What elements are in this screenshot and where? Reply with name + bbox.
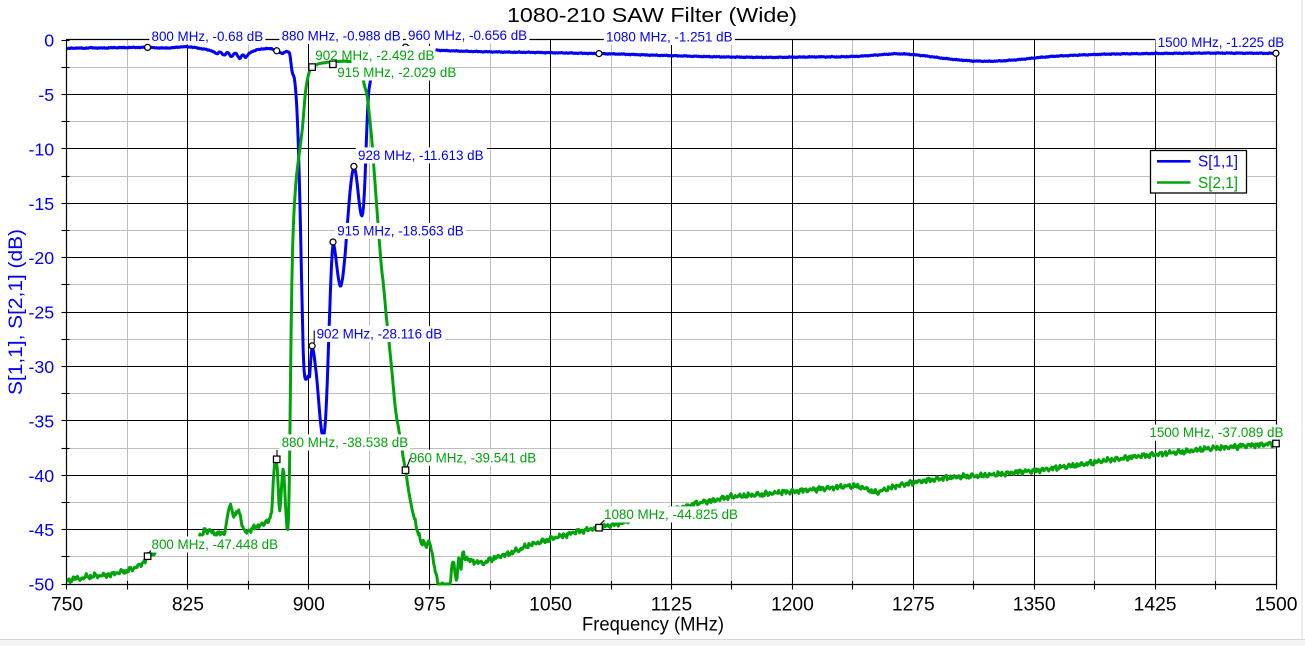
svg-text:1080-210 SAW Filter (Wide): 1080-210 SAW Filter (Wide) — [507, 4, 797, 27]
svg-text:S[1,1], S[2,1] (dB): S[1,1], S[2,1] (dB) — [6, 229, 27, 395]
svg-text:975: 975 — [414, 594, 446, 615]
svg-text:1125: 1125 — [651, 594, 692, 615]
svg-text:825: 825 — [172, 594, 204, 615]
svg-text:-50: -50 — [28, 575, 54, 595]
svg-text:-40: -40 — [28, 466, 54, 486]
svg-text:-25: -25 — [28, 303, 54, 323]
svg-text:S[2,1]: S[2,1] — [1198, 175, 1238, 192]
svg-text:-15: -15 — [28, 194, 54, 214]
svg-text:1425: 1425 — [1134, 594, 1177, 615]
svg-text:915 MHz, -2.029 dB: 915 MHz, -2.029 dB — [337, 65, 456, 80]
svg-text:1200: 1200 — [771, 594, 814, 615]
svg-text:1080 MHz, -44.825 dB: 1080 MHz, -44.825 dB — [604, 507, 738, 522]
svg-text:880 MHz, -38.538 dB: 880 MHz, -38.538 dB — [282, 435, 409, 450]
svg-text:Frequency (MHz): Frequency (MHz) — [582, 615, 724, 636]
svg-text:800 MHz, -0.68 dB: 800 MHz, -0.68 dB — [152, 29, 264, 44]
svg-text:1500: 1500 — [1255, 594, 1298, 615]
svg-text:S[1,1]: S[1,1] — [1198, 154, 1238, 171]
svg-text:1275: 1275 — [892, 594, 935, 615]
svg-text:1500 MHz, -1.225 dB: 1500 MHz, -1.225 dB — [1158, 35, 1285, 50]
svg-text:915 MHz, -18.563 dB: 915 MHz, -18.563 dB — [337, 224, 464, 239]
svg-text:-45: -45 — [28, 520, 54, 540]
svg-text:-35: -35 — [28, 411, 54, 431]
svg-text:1080 MHz, -1.251 dB: 1080 MHz, -1.251 dB — [606, 30, 733, 45]
svg-text:0: 0 — [44, 31, 54, 51]
svg-text:1350: 1350 — [1013, 594, 1056, 615]
svg-text:1050: 1050 — [529, 594, 572, 615]
svg-text:-30: -30 — [28, 357, 54, 377]
svg-text:900: 900 — [293, 594, 325, 615]
svg-text:750: 750 — [51, 594, 83, 615]
svg-text:880 MHz, -0.988 dB: 880 MHz, -0.988 dB — [282, 29, 401, 44]
svg-text:-5: -5 — [38, 85, 54, 105]
svg-text:902 MHz, -28.116 dB: 902 MHz, -28.116 dB — [317, 327, 443, 342]
svg-text:800 MHz, -47.448 dB: 800 MHz, -47.448 dB — [152, 537, 279, 552]
svg-text:-10: -10 — [28, 139, 54, 159]
svg-text:902 MHz, -2.492 dB: 902 MHz, -2.492 dB — [315, 48, 434, 63]
svg-text:960 MHz, -0.656 dB: 960 MHz, -0.656 dB — [408, 28, 527, 43]
svg-text:960 MHz, -39.541 dB: 960 MHz, -39.541 dB — [410, 450, 537, 465]
svg-text:-20: -20 — [28, 248, 54, 268]
svg-text:928 MHz, -11.613 dB: 928 MHz, -11.613 dB — [358, 148, 484, 163]
svg-text:1500 MHz, -37.089 dB: 1500 MHz, -37.089 dB — [1149, 425, 1283, 440]
